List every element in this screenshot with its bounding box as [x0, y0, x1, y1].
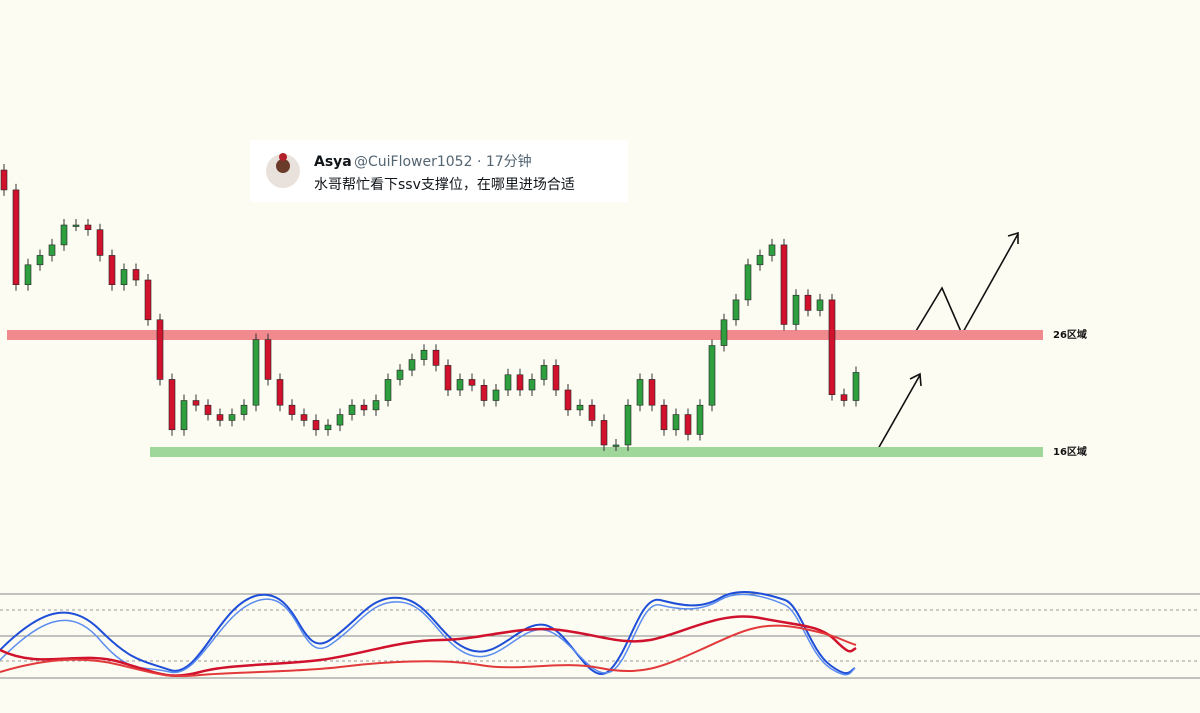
candle: [504, 374, 512, 391]
candle: [24, 264, 32, 285]
candle: [732, 299, 740, 321]
candle: [804, 294, 812, 311]
avatar-bow: [279, 153, 287, 161]
slow-line: [0, 624, 857, 678]
candle: [336, 414, 344, 426]
candle: [384, 379, 392, 401]
candle: [612, 444, 620, 447]
arrow-head: [1007, 231, 1019, 244]
candle: [492, 389, 500, 401]
candle: [48, 244, 56, 256]
candle: [0, 169, 8, 191]
candle: [60, 224, 68, 246]
candle: [552, 365, 560, 391]
avatar-head: [276, 159, 290, 173]
arrow-path: [912, 233, 1019, 337]
candle: [588, 404, 596, 421]
candle: [624, 404, 632, 446]
candle: [252, 339, 260, 406]
candle: [264, 339, 272, 380]
candle: [684, 414, 692, 435]
indicator-panel: [0, 591, 1200, 679]
tweet-card: Asya @CuiFlower1052 · 17分钟 水哥帮忙看下ssv支撑位，…: [250, 140, 628, 202]
candle: [132, 269, 140, 281]
candle: [180, 400, 188, 431]
tweet-name: Asya: [314, 154, 352, 170]
candle: [480, 385, 488, 401]
candle: [528, 379, 536, 391]
candle: [372, 400, 380, 411]
candle: [756, 255, 764, 266]
candle: [396, 369, 404, 380]
candle: [192, 400, 200, 406]
candle: [852, 372, 860, 401]
candle: [276, 379, 284, 406]
candle: [204, 404, 212, 415]
level-band: [150, 447, 1043, 457]
candle: [456, 379, 464, 391]
tweet-bg: [250, 140, 628, 202]
candle: [408, 359, 416, 371]
signal-line: [0, 593, 856, 676]
candle: [360, 404, 368, 411]
fast-line: [0, 591, 856, 675]
candle: [96, 229, 104, 256]
candle: [648, 379, 656, 406]
candle: [768, 244, 776, 256]
candle: [120, 269, 128, 285]
candle: [792, 294, 800, 325]
candle: [516, 374, 524, 391]
candle: [144, 279, 152, 321]
candle: [696, 404, 704, 435]
candle: [348, 404, 356, 415]
candle: [660, 404, 668, 431]
candle: [540, 365, 548, 380]
tweet-text: 水哥帮忙看下ssv支撑位，在哪里进场合适: [314, 177, 575, 193]
candle: [564, 389, 572, 411]
candle: [300, 414, 308, 421]
candle: [72, 224, 80, 227]
tweet-handle: @CuiFlower1052 · 17分钟: [354, 153, 532, 170]
arrows: [873, 231, 1019, 457]
candle: [156, 319, 164, 380]
candle: [828, 299, 836, 395]
candle: [12, 189, 20, 285]
candle: [444, 365, 452, 391]
price-plot: 26区域 16区域: [0, 164, 1087, 458]
candle: [108, 255, 116, 285]
candle: [240, 404, 248, 415]
candle: [84, 224, 92, 231]
candle: [636, 379, 644, 406]
candle: [324, 424, 332, 431]
candle: [168, 379, 176, 431]
candle: [672, 414, 680, 431]
candle: [36, 255, 44, 266]
candle: [780, 244, 788, 325]
level-label: 16区域: [1053, 445, 1087, 458]
arrow-path: [873, 374, 921, 457]
candle: [576, 404, 584, 411]
level-band: [7, 330, 1043, 340]
level-label: 26区域: [1053, 328, 1087, 341]
candle: [216, 414, 224, 421]
candle: [600, 420, 608, 446]
candle: [288, 404, 296, 415]
arrow-head: [909, 372, 922, 387]
candle: [816, 299, 824, 311]
candle: [708, 345, 716, 406]
candle: [720, 319, 728, 346]
candle: [228, 414, 236, 421]
candle: [420, 349, 428, 360]
candle: [744, 264, 752, 301]
candle: [468, 379, 476, 386]
candle: [312, 420, 320, 431]
candle: [432, 349, 440, 366]
candle: [840, 394, 848, 401]
